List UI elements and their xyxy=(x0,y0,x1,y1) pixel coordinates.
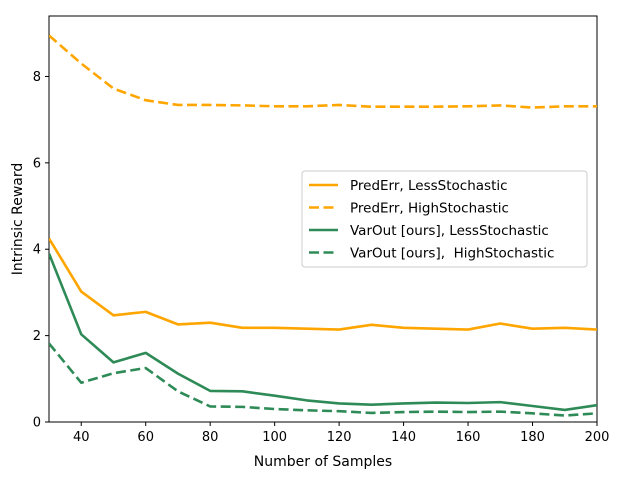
y-tick-label: 2 xyxy=(33,329,41,344)
legend-label: VarOut [ours], LessStochastic xyxy=(350,223,549,239)
x-axis-ticks: 40 60 80 100 120 140 160 180 200 xyxy=(73,422,609,445)
series-line-3 xyxy=(49,253,597,412)
x-tick-label: 200 xyxy=(585,430,610,445)
x-tick-label: 100 xyxy=(262,430,287,445)
x-tick-label: 120 xyxy=(327,430,352,445)
legend-box xyxy=(301,170,588,268)
series-line-2 xyxy=(49,34,597,109)
legend-label: PredErr, LessStochastic xyxy=(350,178,508,194)
legend-entries: PredErr, LessStochastic PredErr, HighStoc… xyxy=(309,178,554,262)
x-tick-label: 180 xyxy=(520,430,545,445)
y-tick-label: 6 xyxy=(33,156,41,171)
x-tick-label: 140 xyxy=(391,430,416,445)
plot-frame xyxy=(48,15,598,423)
x-tick-label: 80 xyxy=(202,430,219,445)
x-axis-label: Number of Samples xyxy=(254,454,392,470)
series-line-4 xyxy=(49,342,597,417)
y-tick-label: 8 xyxy=(33,70,41,85)
series-line-1 xyxy=(49,237,597,331)
x-tick-label: 40 xyxy=(73,430,90,445)
legend-label: PredErr, HighStochastic xyxy=(350,201,509,217)
series-layer xyxy=(49,34,597,417)
y-tick-label: 0 xyxy=(33,416,41,431)
x-tick-label: 60 xyxy=(137,430,154,445)
y-tick-label: 4 xyxy=(33,243,41,258)
y-axis-label: Intrinsic Reward xyxy=(10,163,26,275)
legend: PredErr, LessStochastic PredErr, HighStoc… xyxy=(301,170,588,268)
x-tick-label: 160 xyxy=(456,430,481,445)
legend-label: VarOut [ours], HighStochastic xyxy=(350,246,554,262)
y-axis-ticks: 0 2 4 6 8 xyxy=(33,70,49,431)
